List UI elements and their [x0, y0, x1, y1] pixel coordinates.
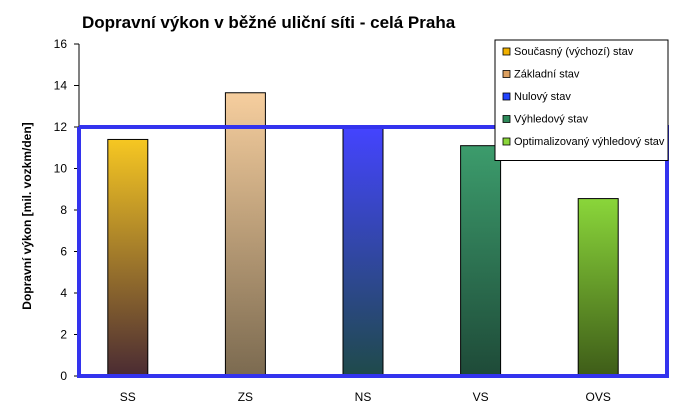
- legend-box: [494, 39, 669, 161]
- y-tick-label: 0: [60, 369, 67, 383]
- legend: Současný (výchozí) stav Základní stav Nulo…: [494, 39, 669, 161]
- reference-line: [77, 125, 669, 378]
- y-tick-label: 14: [54, 79, 68, 93]
- bar-ns: [342, 126, 384, 377]
- legend-swatch: [502, 92, 511, 101]
- y-axis-label: Dopravní výkon [mil. vozkm/den]: [20, 122, 34, 309]
- x-tick-label: NS: [355, 390, 372, 404]
- bar-ss: [107, 138, 149, 377]
- legend-entry: Optimalizovaný výhledový stav: [514, 136, 665, 148]
- x-tick-label: VS: [473, 390, 489, 404]
- y-tick-label: 6: [60, 245, 67, 259]
- y-tick-label: 2: [60, 328, 67, 342]
- y-tick-label: 16: [54, 37, 68, 51]
- legend-swatch: [502, 70, 511, 78]
- legend-swatch: [502, 137, 511, 146]
- legend-entry: Výhledový stav: [514, 114, 588, 126]
- legend-swatch: [502, 115, 511, 123]
- legend-entry: Nulový stav: [514, 91, 571, 103]
- legend-entry: Základní stav: [514, 69, 580, 81]
- legend-swatch: [502, 47, 511, 56]
- x-tick-label: ZS: [238, 390, 253, 404]
- y-tick-label: 8: [60, 203, 67, 217]
- chart-title: Dopravní výkon v běžné uliční síti - cel…: [82, 13, 456, 32]
- legend-entry: Současný (výchozí) stav: [514, 46, 634, 58]
- bar-vs: [460, 145, 502, 377]
- y-tick-label: 12: [54, 120, 68, 134]
- y-tick-label: 4: [60, 286, 67, 300]
- bar-ovs: [577, 198, 619, 377]
- bar-zs: [224, 92, 266, 377]
- x-tick-label: SS: [120, 390, 136, 404]
- x-tick-label: OVS: [586, 390, 611, 404]
- y-tick-label: 10: [54, 162, 68, 176]
